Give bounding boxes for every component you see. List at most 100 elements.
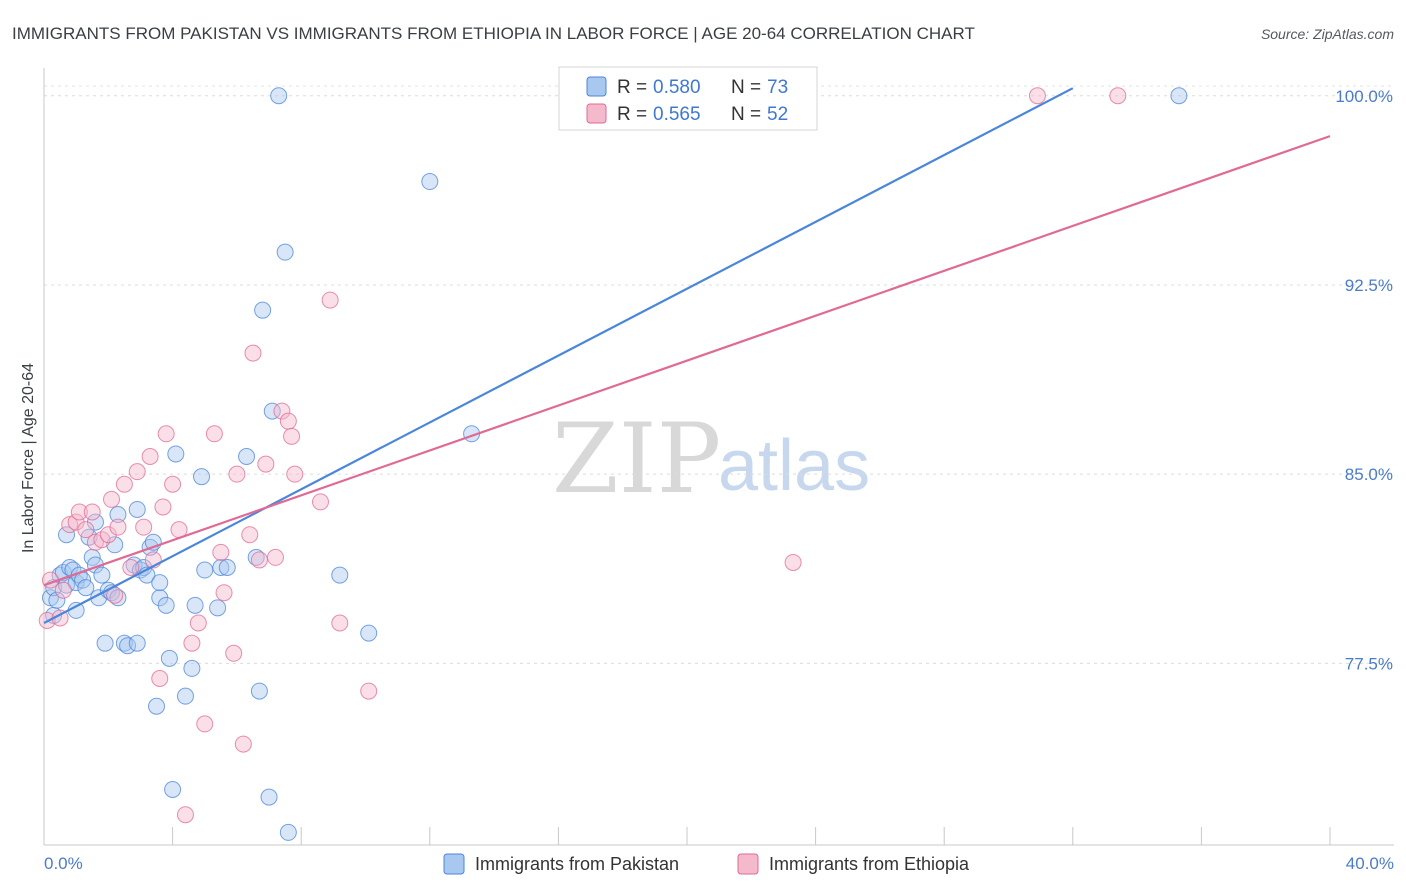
data-point-pakistan xyxy=(106,536,124,554)
axes xyxy=(43,68,1394,846)
data-point-ethiopia xyxy=(1109,87,1127,105)
data-point-pakistan xyxy=(183,659,201,677)
data-point-ethiopia xyxy=(103,490,121,508)
series-pakistan-points xyxy=(41,87,1188,841)
watermark: ZIP atlas xyxy=(552,403,870,515)
data-point-ethiopia xyxy=(234,735,252,753)
y-tick-labels: 77.5% 85.0% 92.5% 100.0% xyxy=(1335,87,1393,674)
legend-r-label-pakistan: R = xyxy=(617,77,647,98)
data-point-ethiopia xyxy=(189,614,207,632)
data-point-pakistan xyxy=(193,468,211,486)
data-point-pakistan xyxy=(260,788,278,806)
data-point-pakistan xyxy=(218,559,236,576)
data-point-pakistan xyxy=(148,697,166,715)
data-point-pakistan xyxy=(176,687,194,705)
data-point-ethiopia xyxy=(205,425,223,443)
series-ethiopia-points xyxy=(38,87,1127,824)
data-point-ethiopia xyxy=(128,463,146,481)
data-point-pakistan xyxy=(360,624,378,642)
data-point-ethiopia xyxy=(257,455,275,473)
data-point-pakistan xyxy=(115,634,133,652)
legend-n-label-pakistan: N = xyxy=(731,77,761,98)
data-point-ethiopia xyxy=(321,291,339,309)
data-point-pakistan xyxy=(1170,87,1188,105)
data-point-pakistan xyxy=(109,506,127,524)
chart-title: IMMIGRANTS FROM PAKISTAN VS IMMIGRANTS F… xyxy=(12,24,975,43)
data-point-pakistan xyxy=(270,87,288,105)
data-point-ethiopia xyxy=(241,526,259,544)
data-point-pakistan xyxy=(128,500,146,518)
data-point-ethiopia xyxy=(157,425,175,443)
data-point-pakistan xyxy=(128,634,146,652)
y-axis-label: In Labor Force | Age 20-64 xyxy=(20,363,37,553)
data-point-pakistan xyxy=(331,566,349,584)
grid-lines xyxy=(44,85,1394,664)
data-point-pakistan xyxy=(160,649,178,667)
data-point-ethiopia xyxy=(250,551,268,569)
legend-r-value-pakistan: 0.580 xyxy=(653,77,701,98)
data-point-ethiopia xyxy=(176,806,194,824)
data-point-ethiopia xyxy=(151,670,169,687)
data-point-ethiopia xyxy=(183,634,201,652)
data-point-ethiopia xyxy=(360,682,378,700)
data-point-pakistan xyxy=(238,448,256,465)
watermark-atlas: atlas xyxy=(718,426,870,506)
data-point-pakistan xyxy=(209,599,227,617)
data-point-ethiopia xyxy=(115,475,133,493)
stats-legend: R = 0.580 N = 73 R = 0.565 N = 52 xyxy=(558,66,818,131)
legend-swatch-ethiopia xyxy=(586,103,607,124)
bottom-legend-swatch-ethiopia xyxy=(737,853,759,875)
data-point-ethiopia xyxy=(331,614,349,632)
data-point-pakistan xyxy=(119,637,137,655)
data-point-ethiopia xyxy=(215,584,233,602)
data-point-ethiopia xyxy=(784,553,802,571)
data-point-pakistan xyxy=(421,173,439,191)
data-point-ethiopia xyxy=(196,715,214,733)
data-point-ethiopia xyxy=(244,344,262,362)
data-point-pakistan xyxy=(48,591,66,609)
data-point-ethiopia xyxy=(266,548,284,566)
chart-source: Source: ZipAtlas.com xyxy=(1261,26,1394,42)
data-point-ethiopia xyxy=(283,427,301,445)
y-tick-label: 92.5% xyxy=(1345,276,1393,295)
watermark-zip: ZIP xyxy=(552,403,721,515)
x-tick-label-max: 40.0% xyxy=(1346,854,1394,873)
y-tick-label: 100.0% xyxy=(1335,87,1393,106)
data-point-pakistan xyxy=(109,589,127,607)
data-point-ethiopia xyxy=(77,521,95,539)
data-point-ethiopia xyxy=(164,475,182,493)
data-point-pakistan xyxy=(196,561,214,579)
data-point-ethiopia xyxy=(212,543,230,561)
bottom-legend-label-pakistan: Immigrants from Pakistan xyxy=(475,854,679,874)
y-tick-label: 85.0% xyxy=(1345,465,1393,484)
data-point-pakistan xyxy=(247,548,265,566)
data-point-ethiopia xyxy=(1028,87,1046,105)
data-point-ethiopia xyxy=(54,581,72,599)
trend-line-ethiopia xyxy=(43,135,1331,587)
data-point-ethiopia xyxy=(109,518,127,536)
legend-n-value-ethiopia: 52 xyxy=(767,104,788,125)
data-point-pakistan xyxy=(276,243,294,261)
data-point-pakistan xyxy=(250,682,268,700)
legend-n-label-ethiopia: N = xyxy=(731,104,761,125)
bottom-legend-label-ethiopia: Immigrants from Ethiopia xyxy=(769,854,970,874)
data-point-pakistan xyxy=(167,445,185,463)
data-point-pakistan xyxy=(254,301,272,319)
data-point-pakistan xyxy=(279,823,297,841)
legend-n-value-pakistan: 73 xyxy=(767,77,788,98)
x-tick-label-min: 0.0% xyxy=(44,854,83,873)
data-point-ethiopia xyxy=(122,559,140,576)
legend-swatch-pakistan xyxy=(586,76,607,97)
data-point-pakistan xyxy=(96,634,114,652)
y-tick-label: 77.5% xyxy=(1345,654,1393,673)
data-point-pakistan xyxy=(164,781,182,798)
data-point-pakistan xyxy=(151,574,169,592)
data-point-pakistan xyxy=(263,402,281,420)
data-point-ethiopia xyxy=(286,465,304,483)
data-point-ethiopia xyxy=(273,402,291,420)
data-point-ethiopia xyxy=(279,412,297,430)
data-point-ethiopia xyxy=(83,503,101,521)
trend-lines xyxy=(43,87,1331,624)
legend-r-value-ethiopia: 0.565 xyxy=(653,104,701,125)
